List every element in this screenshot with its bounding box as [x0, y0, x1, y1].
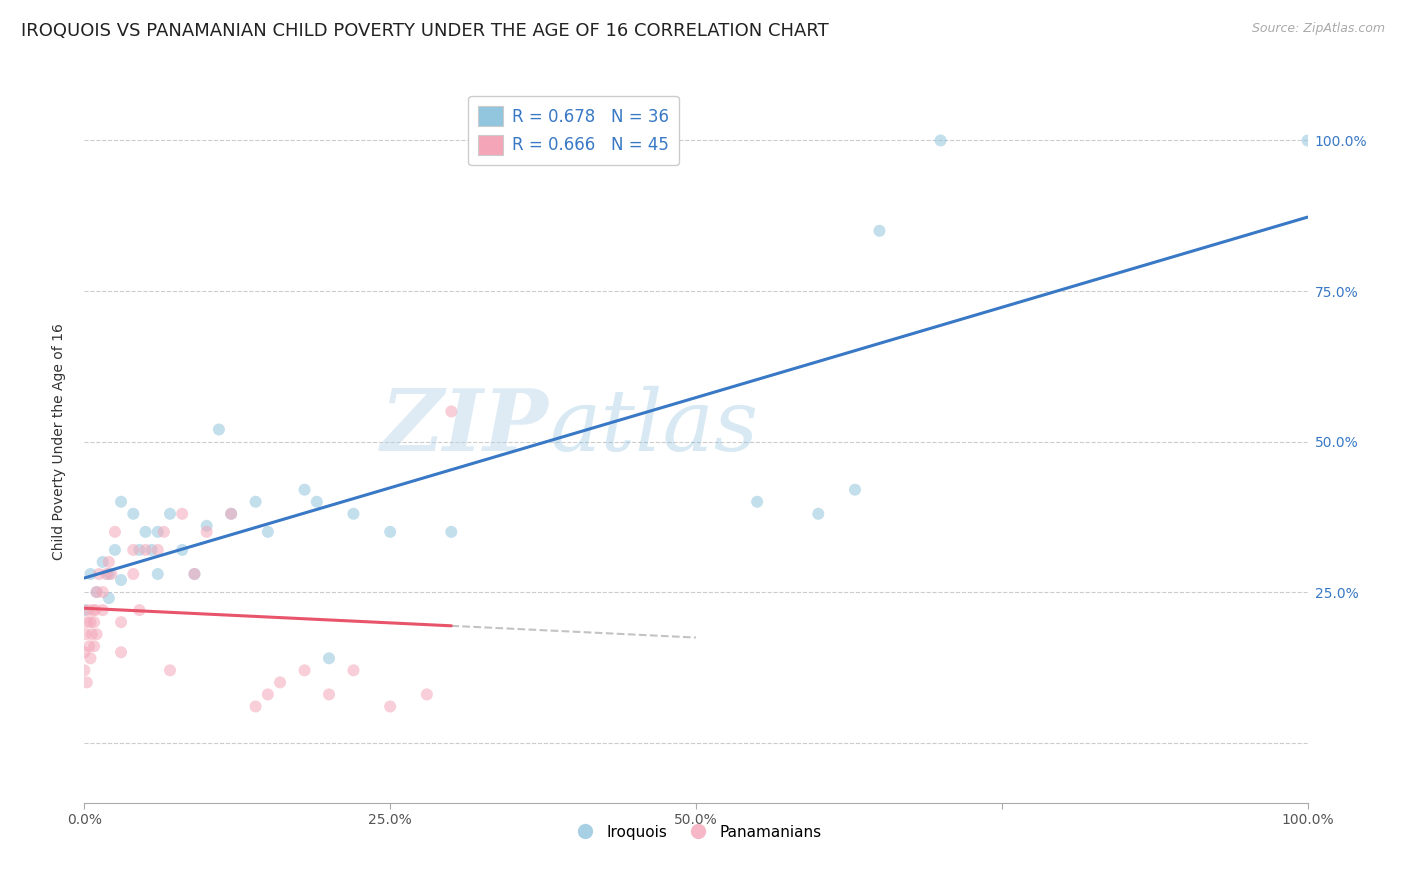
Point	[342, 507, 364, 521]
Point	[294, 483, 316, 497]
Point	[318, 687, 340, 701]
Point	[110, 494, 132, 508]
Legend: Iroquois, Panamanians: Iroquois, Panamanians	[564, 819, 828, 846]
Point	[305, 494, 328, 508]
Point	[172, 507, 194, 521]
Text: ZIP: ZIP	[381, 385, 550, 469]
Point	[208, 423, 231, 437]
Point	[73, 645, 96, 659]
Point	[183, 567, 205, 582]
Point	[83, 615, 105, 630]
Point	[128, 542, 150, 557]
Point	[146, 567, 169, 582]
Point	[141, 542, 163, 557]
Text: atlas: atlas	[550, 385, 758, 468]
Y-axis label: Child Poverty Under the Age of 16: Child Poverty Under the Age of 16	[52, 323, 66, 560]
Point	[128, 603, 150, 617]
Point	[135, 524, 157, 539]
Point	[172, 542, 194, 557]
Point	[83, 639, 105, 653]
Point	[807, 507, 830, 521]
Point	[245, 699, 267, 714]
Point	[84, 603, 107, 617]
Point	[97, 555, 120, 569]
Point	[183, 567, 205, 582]
Point	[135, 542, 157, 557]
Point	[79, 651, 101, 665]
Point	[1296, 133, 1319, 147]
Point	[440, 524, 463, 539]
Point	[97, 591, 120, 606]
Point	[122, 542, 145, 557]
Point	[86, 627, 108, 641]
Point	[146, 542, 169, 557]
Point	[747, 494, 769, 508]
Point	[97, 567, 120, 582]
Point	[159, 507, 181, 521]
Point	[80, 627, 103, 641]
Point	[79, 615, 101, 630]
Point	[219, 507, 242, 521]
Point	[104, 542, 127, 557]
Point	[77, 603, 100, 617]
Point	[76, 615, 98, 630]
Point	[76, 675, 98, 690]
Point	[146, 524, 169, 539]
Point	[245, 494, 267, 508]
Point	[153, 524, 176, 539]
Text: IROQUOIS VS PANAMANIAN CHILD POVERTY UNDER THE AGE OF 16 CORRELATION CHART: IROQUOIS VS PANAMANIAN CHILD POVERTY UND…	[21, 22, 830, 40]
Point	[122, 507, 145, 521]
Point	[342, 664, 364, 678]
Text: Source: ZipAtlas.com: Source: ZipAtlas.com	[1251, 22, 1385, 36]
Point	[75, 627, 97, 641]
Point	[318, 651, 340, 665]
Point	[96, 567, 118, 582]
Point	[257, 687, 280, 701]
Point	[91, 603, 114, 617]
Point	[159, 664, 181, 678]
Point	[77, 639, 100, 653]
Point	[110, 645, 132, 659]
Point	[110, 573, 132, 587]
Point	[87, 567, 110, 582]
Point	[86, 585, 108, 599]
Point	[440, 404, 463, 418]
Point	[122, 567, 145, 582]
Point	[219, 507, 242, 521]
Point	[380, 699, 402, 714]
Point	[91, 555, 114, 569]
Point	[844, 483, 866, 497]
Point	[104, 524, 127, 539]
Point	[86, 585, 108, 599]
Point	[82, 603, 104, 617]
Point	[110, 615, 132, 630]
Point	[100, 567, 122, 582]
Point	[79, 567, 101, 582]
Point	[380, 524, 402, 539]
Point	[929, 133, 952, 147]
Point	[195, 524, 218, 539]
Point	[269, 675, 291, 690]
Point	[73, 603, 96, 617]
Point	[195, 519, 218, 533]
Point	[416, 687, 439, 701]
Point	[257, 524, 280, 539]
Point	[73, 664, 96, 678]
Point	[294, 664, 316, 678]
Point	[869, 224, 891, 238]
Point	[91, 585, 114, 599]
